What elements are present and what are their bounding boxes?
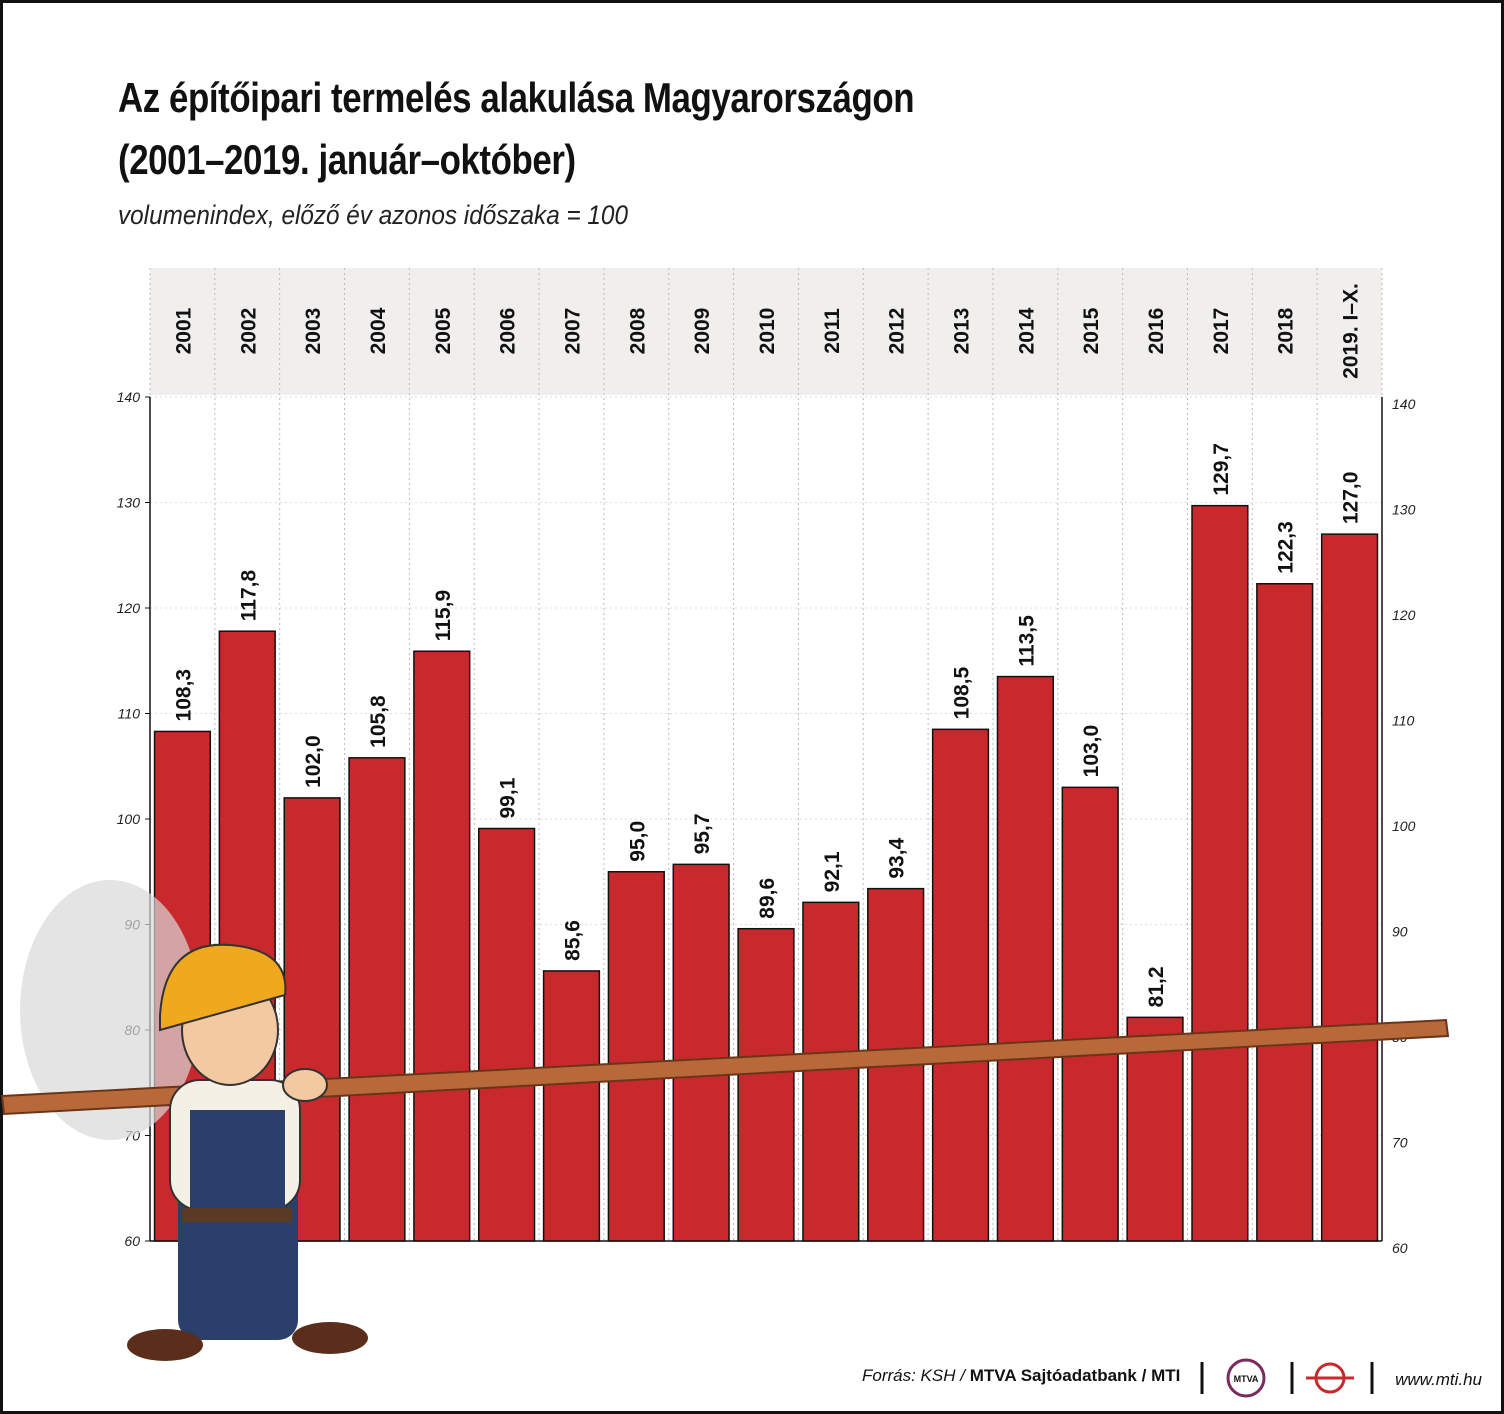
y2-tick-label: 60 (1392, 1240, 1408, 1256)
bar (542, 970, 601, 1242)
x-tick-label: 2013 (951, 308, 974, 355)
chart-title: (2001–2019. január–október) (118, 136, 576, 183)
x-tick-label: 2015 (1080, 307, 1103, 354)
source-text: / MTI (1141, 1366, 1181, 1385)
y2-tick-label: 90 (1392, 924, 1408, 940)
value-label: 108,5 (951, 666, 974, 719)
y2-tick-label: 140 (1392, 396, 1416, 412)
value-label: 115,9 (432, 590, 455, 641)
x-tick-label: 2011 (821, 308, 844, 354)
worker-hand (282, 1068, 328, 1102)
x-tick-label: 2019. I–X. (1340, 283, 1363, 379)
bar (607, 871, 665, 1242)
x-tick-label: 2003 (302, 308, 325, 355)
y2-tick-label: 130 (1392, 502, 1416, 518)
bar (931, 728, 990, 1242)
x-tick-label: 2002 (237, 308, 260, 355)
y-tick-label: 140 (117, 389, 141, 405)
bar (1320, 533, 1379, 1242)
bar (1191, 504, 1249, 1242)
worker-overall (190, 1110, 285, 1220)
worker-shoe (292, 1322, 368, 1354)
x-tick-label: 2001 (172, 307, 195, 354)
source-text: MTVA Sajtóadatbank (969, 1366, 1137, 1385)
worker-belt (182, 1208, 292, 1222)
header-strip (150, 268, 1382, 395)
y2-tick-label: 70 (1392, 1135, 1408, 1151)
bar (672, 863, 730, 1242)
y2-tick-label: 110 (1392, 713, 1415, 729)
x-tick-label: 2012 (886, 308, 909, 355)
x-tick-label: 2008 (626, 307, 649, 354)
chart-subtitle: volumenindex, előző év azonos időszaka =… (118, 200, 628, 230)
value-label: 89,6 (756, 878, 779, 919)
source-text: Forrás: KSH / (862, 1366, 965, 1385)
value-label: 129,7 (1210, 443, 1233, 496)
y-tick-label: 100 (117, 811, 141, 827)
value-label: 93,4 (886, 837, 909, 878)
bar (477, 827, 536, 1242)
value-label: 108,3 (172, 669, 195, 722)
x-tick-label: 2004 (367, 307, 390, 354)
y2-tick-label: 120 (1392, 607, 1416, 623)
source: Forrás: KSH / MTVA Sajtóadatbank / MTI (862, 1366, 1180, 1386)
worker-shoe (127, 1329, 203, 1361)
bar (1061, 786, 1119, 1242)
value-label: 117,8 (237, 569, 260, 621)
chart-title: Az építőipari termelés alakulása Magyaro… (118, 74, 915, 121)
x-tick-label: 2006 (497, 308, 520, 355)
value-label: 95,0 (626, 821, 649, 862)
value-label: 95,7 (691, 813, 714, 854)
plank (0, 1018, 1450, 1116)
value-label: 113,5 (1015, 615, 1038, 667)
y2-tick-label: 100 (1392, 818, 1416, 834)
value-label: 99,1 (497, 777, 520, 818)
x-tick-label: 2018 (1275, 307, 1298, 354)
value-label: 81,2 (1145, 966, 1168, 1007)
x-tick-label: 2017 (1210, 308, 1233, 355)
value-label: 103,0 (1080, 725, 1103, 778)
value-label: 105,8 (367, 695, 390, 748)
value-label: 85,6 (561, 920, 584, 961)
value-label: 122,3 (1275, 521, 1298, 574)
y-tick-label: 110 (118, 706, 141, 722)
value-label: 102,0 (302, 735, 325, 788)
x-tick-label: 2005 (432, 307, 455, 354)
x-tick-label: 2007 (561, 308, 584, 355)
value-label: 127,0 (1340, 472, 1363, 525)
bar (737, 927, 795, 1242)
x-tick-label: 2016 (1145, 308, 1168, 355)
bar (348, 757, 406, 1242)
y-tick-label: 60 (124, 1233, 140, 1249)
bar (996, 675, 1055, 1242)
bar (413, 650, 471, 1242)
y-tick-label: 120 (117, 600, 141, 616)
bar (802, 901, 860, 1242)
value-label: 92,1 (821, 851, 844, 892)
shadow (20, 880, 200, 1140)
illustration (0, 880, 1450, 1361)
bar (1126, 1016, 1184, 1242)
x-tick-label: 2009 (691, 308, 714, 355)
y-tick-label: 130 (117, 495, 141, 511)
x-tick-label: 2010 (756, 308, 779, 355)
x-tick-label: 2014 (1015, 307, 1038, 354)
bar (1256, 582, 1314, 1242)
worker-helmet (159, 943, 287, 1032)
